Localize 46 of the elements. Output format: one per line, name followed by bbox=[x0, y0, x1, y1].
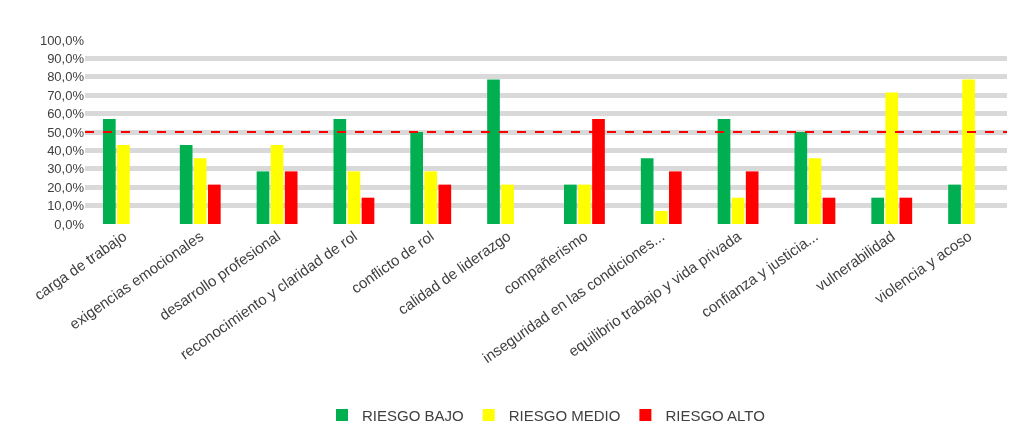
y-tick-label: 30,0% bbox=[47, 161, 85, 177]
bar bbox=[948, 184, 961, 224]
bar bbox=[654, 210, 668, 224]
bar bbox=[410, 132, 423, 224]
y-tick-label: 40,0% bbox=[47, 142, 85, 158]
bar bbox=[284, 171, 298, 224]
bar bbox=[333, 118, 347, 224]
bar bbox=[117, 145, 130, 224]
bar bbox=[256, 171, 270, 224]
bar bbox=[347, 171, 361, 224]
bar bbox=[361, 197, 375, 224]
y-tick-label: 0,0% bbox=[54, 216, 85, 232]
legend-label: RIESGO MEDIO bbox=[508, 406, 621, 424]
bar bbox=[717, 118, 731, 224]
y-tick-label: 10,0% bbox=[47, 198, 85, 214]
bar bbox=[822, 197, 836, 224]
bar bbox=[794, 132, 808, 224]
bar bbox=[745, 171, 759, 224]
bar bbox=[270, 145, 284, 224]
y-tick-label: 90,0% bbox=[47, 50, 85, 66]
bar bbox=[640, 158, 654, 224]
y-tick-label: 80,0% bbox=[47, 69, 85, 85]
legend-label: RIESGO BAJO bbox=[362, 406, 464, 424]
y-tick-label: 100,0% bbox=[39, 32, 85, 48]
y-tick-label: 70,0% bbox=[47, 87, 85, 103]
bar bbox=[179, 145, 193, 224]
bar bbox=[808, 158, 822, 224]
y-tick-label: 50,0% bbox=[47, 124, 85, 140]
bar bbox=[487, 79, 500, 224]
y-tick-label: 60,0% bbox=[47, 106, 85, 122]
legend-label: RIESGO ALTO bbox=[665, 406, 765, 424]
bar bbox=[578, 184, 591, 224]
bar bbox=[885, 92, 899, 224]
bar bbox=[731, 197, 745, 224]
bar bbox=[669, 171, 682, 224]
bar bbox=[208, 184, 221, 224]
bar bbox=[193, 158, 207, 224]
bar bbox=[501, 184, 514, 224]
y-tick-label: 20,0% bbox=[47, 179, 85, 195]
bar bbox=[424, 171, 438, 224]
bar bbox=[962, 79, 975, 224]
bar bbox=[438, 184, 452, 224]
bar bbox=[871, 197, 884, 224]
bar bbox=[102, 118, 116, 224]
bar bbox=[899, 197, 913, 224]
bar bbox=[563, 184, 577, 224]
